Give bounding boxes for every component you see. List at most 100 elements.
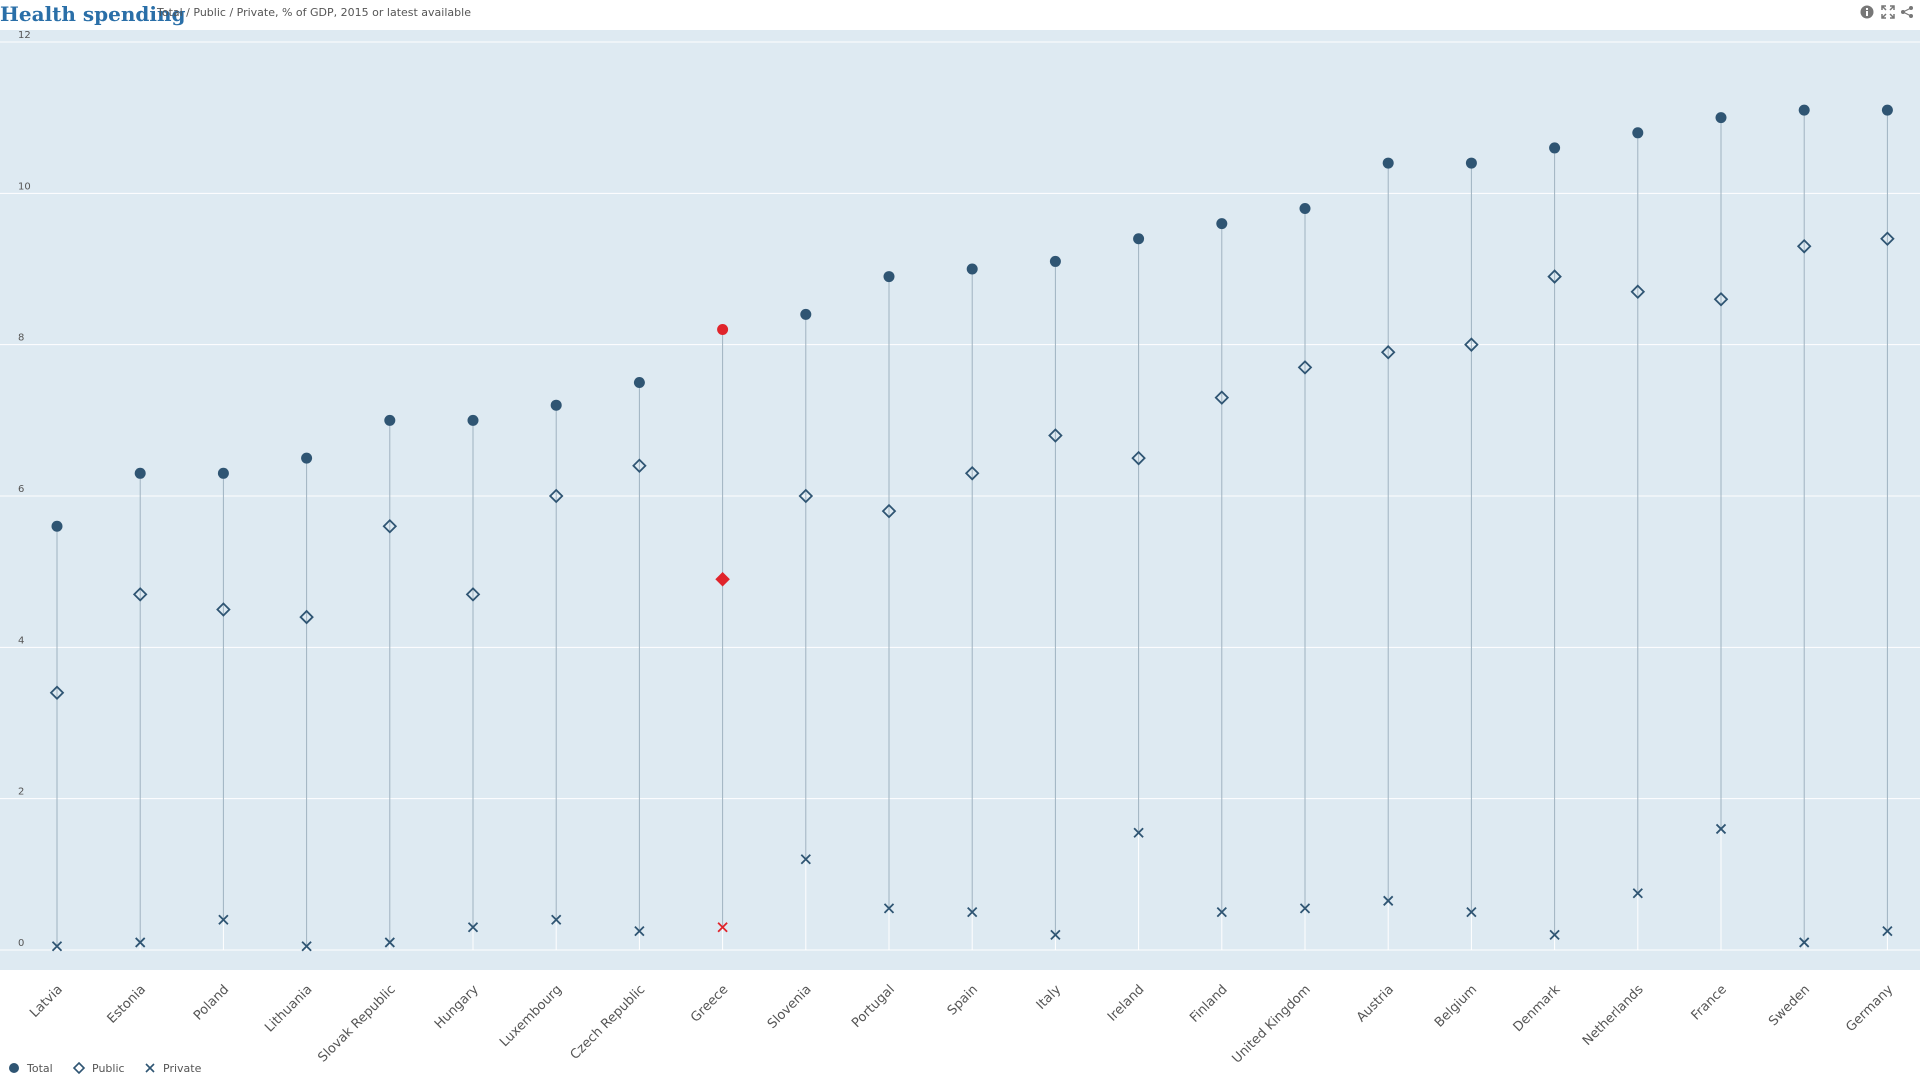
total-point [51, 520, 63, 532]
y-tick-label: 4 [18, 635, 24, 646]
legend-item-private[interactable]: Private [145, 1062, 202, 1075]
total-point [217, 467, 229, 479]
x-tick-label[interactable]: Germany [1843, 982, 1896, 1035]
x-tick-label[interactable]: Slovenia [765, 982, 815, 1032]
public-point [299, 609, 314, 625]
x-tick-label[interactable]: Greece [688, 982, 731, 1025]
x-tick-label[interactable]: Czech Republic [568, 982, 649, 1063]
private-point [1799, 937, 1810, 948]
private-point [135, 937, 146, 948]
x-axis-labels: Latvia Estonia Poland Lithuania Slovak Repub… [27, 982, 1896, 1067]
x-tick-label[interactable]: Estonia [105, 982, 149, 1026]
data-marks [49, 104, 1895, 952]
x-tick-label[interactable]: France [1689, 982, 1730, 1023]
public-point [1796, 239, 1812, 254]
private-point [1050, 929, 1061, 941]
y-tick-label: 8 [18, 333, 24, 344]
x-tick-label[interactable]: Luxembourg [497, 982, 565, 1050]
x-tick-label[interactable]: Sweden [1766, 982, 1813, 1029]
x-tick-label[interactable]: Hungary [432, 982, 482, 1032]
legend-diamond-marker [72, 1061, 86, 1075]
x-tick-label[interactable]: Austria [1354, 982, 1397, 1025]
private-point [1133, 827, 1144, 838]
private-point [51, 941, 63, 952]
x-tick-label[interactable]: Spain [945, 982, 981, 1018]
y-tick-label: 10 [18, 181, 31, 192]
x-tick-label[interactable]: Finland [1187, 982, 1230, 1025]
x-tick-label[interactable]: Slovak Republic [315, 982, 398, 1065]
total-point [1715, 112, 1727, 124]
public-point [216, 602, 231, 617]
legend-label: Public [92, 1062, 125, 1075]
total-point [1133, 233, 1145, 245]
total-point [1382, 157, 1394, 169]
x-tick-label[interactable]: United Kingdom [1229, 982, 1313, 1066]
public-point [1214, 390, 1230, 405]
total-point [301, 452, 313, 464]
total-point [966, 263, 978, 275]
share-icon[interactable] [1900, 5, 1914, 19]
private-point [467, 922, 479, 933]
total-point [134, 467, 146, 479]
total-point [1881, 104, 1893, 116]
private-point [301, 941, 312, 952]
x-tick-label[interactable]: Denmark [1511, 982, 1564, 1035]
x-tick-label[interactable]: Latvia [27, 982, 66, 1021]
public-point [1713, 291, 1729, 307]
total-point [800, 308, 812, 320]
public-point [1464, 337, 1479, 352]
chart-title: Health spending [0, 2, 186, 26]
public-point [49, 685, 65, 701]
private-point [1882, 925, 1893, 937]
private-point [883, 903, 895, 914]
legend-cross-marker [145, 1063, 155, 1073]
private-point [800, 854, 811, 865]
total-point [550, 399, 562, 411]
y-tick-label: 2 [18, 787, 24, 798]
private-point [634, 925, 645, 937]
public-point [1380, 344, 1396, 360]
total-point [1549, 142, 1561, 154]
public-point [798, 488, 814, 504]
info-icon[interactable] [1860, 5, 1874, 19]
public-point [715, 571, 730, 587]
private-point [967, 907, 978, 918]
total-point [384, 414, 396, 426]
x-tick-label[interactable]: Belgium [1432, 982, 1480, 1030]
public-point [1048, 428, 1063, 443]
chart-header: Health spending Total / Public / Private… [0, 0, 1920, 30]
private-point [1299, 903, 1311, 914]
x-tick-label[interactable]: Lithuania [262, 982, 315, 1035]
total-point [1632, 127, 1644, 139]
x-tick-label[interactable]: Italy [1034, 982, 1065, 1013]
public-point [1131, 450, 1146, 466]
y-tick-label: 12 [18, 30, 31, 41]
public-point [1880, 231, 1895, 247]
x-tick-label[interactable]: Netherlands [1580, 982, 1647, 1049]
total-point [717, 324, 729, 336]
total-point [633, 377, 645, 388]
legend-item-public[interactable]: Public [72, 1061, 125, 1075]
total-point [1465, 157, 1477, 169]
x-tick-label[interactable]: Ireland [1105, 982, 1147, 1024]
private-point [1632, 888, 1643, 899]
private-point [1715, 823, 1727, 835]
y-axis-ticks: 0 2 4 6 8 10 12 [18, 30, 31, 949]
legend-circle-marker [9, 1063, 19, 1073]
x-tick-label[interactable]: Portugal [849, 982, 898, 1031]
public-point [1630, 284, 1646, 299]
private-point [384, 937, 395, 948]
public-point [632, 458, 647, 474]
x-tick-label[interactable]: Poland [191, 982, 232, 1023]
total-point [883, 271, 895, 283]
private-point [717, 922, 728, 933]
expand-icon[interactable] [1881, 5, 1895, 19]
private-point [1216, 907, 1227, 918]
legend: Total Public Private [9, 1061, 202, 1075]
range-lines [56, 110, 1888, 950]
private-point [551, 914, 562, 925]
legend-item-total[interactable]: Total [9, 1062, 53, 1075]
total-point [1049, 255, 1061, 267]
gridlines [0, 41, 1920, 951]
total-point [1798, 104, 1810, 116]
